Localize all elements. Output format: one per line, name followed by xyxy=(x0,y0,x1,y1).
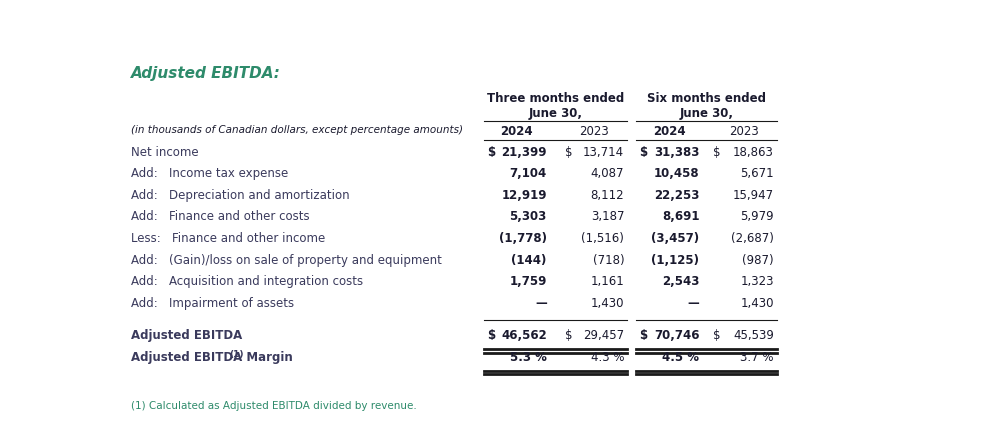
Text: 3.7 %: 3.7 % xyxy=(740,351,773,364)
Text: —: — xyxy=(687,297,699,310)
Text: 46,562: 46,562 xyxy=(501,329,546,342)
Text: 31,383: 31,383 xyxy=(653,146,699,159)
Text: 7,104: 7,104 xyxy=(509,167,546,180)
Text: (1): (1) xyxy=(229,350,244,359)
Text: (1,125): (1,125) xyxy=(651,254,699,267)
Text: Adjusted EBITDA:: Adjusted EBITDA: xyxy=(130,66,280,81)
Text: Adjusted EBITDA Margin: Adjusted EBITDA Margin xyxy=(130,351,296,364)
Text: Add:   Depreciation and amortization: Add: Depreciation and amortization xyxy=(130,189,349,202)
Text: $: $ xyxy=(713,329,720,342)
Text: 4.5 %: 4.5 % xyxy=(662,351,699,364)
Text: $: $ xyxy=(564,146,572,159)
Text: 1,430: 1,430 xyxy=(740,297,773,310)
Text: (in thousands of Canadian dollars, except percentage amounts): (in thousands of Canadian dollars, excep… xyxy=(130,125,462,135)
Text: 2,543: 2,543 xyxy=(661,275,699,288)
Text: (3,457): (3,457) xyxy=(651,232,699,245)
Text: (1,516): (1,516) xyxy=(580,232,623,245)
Text: 2024: 2024 xyxy=(652,125,685,138)
Text: 1,430: 1,430 xyxy=(590,297,623,310)
Text: 29,457: 29,457 xyxy=(582,329,623,342)
Text: Add:   Finance and other costs: Add: Finance and other costs xyxy=(130,210,309,223)
Text: (987): (987) xyxy=(742,254,773,267)
Text: Less:   Finance and other income: Less: Finance and other income xyxy=(130,232,324,245)
Text: (2,687): (2,687) xyxy=(731,232,773,245)
Text: Add:   Acquisition and integration costs: Add: Acquisition and integration costs xyxy=(130,275,363,288)
Text: 12,919: 12,919 xyxy=(501,189,546,202)
Text: Add:   Impairment of assets: Add: Impairment of assets xyxy=(130,297,293,310)
Text: (144): (144) xyxy=(511,254,546,267)
Text: 5,671: 5,671 xyxy=(740,167,773,180)
Text: 45,539: 45,539 xyxy=(733,329,773,342)
Text: (1) Calculated as Adjusted EBITDA divided by revenue.: (1) Calculated as Adjusted EBITDA divide… xyxy=(130,401,415,411)
Text: 8,112: 8,112 xyxy=(590,189,623,202)
Text: 13,714: 13,714 xyxy=(582,146,623,159)
Text: 1,323: 1,323 xyxy=(740,275,773,288)
Text: 5.3 %: 5.3 % xyxy=(509,351,546,364)
Text: 15,947: 15,947 xyxy=(732,189,773,202)
Text: 2023: 2023 xyxy=(579,125,608,138)
Text: 5,303: 5,303 xyxy=(509,210,546,223)
Text: $: $ xyxy=(638,146,646,159)
Text: Add:   (Gain)/loss on sale of property and equipment: Add: (Gain)/loss on sale of property and… xyxy=(130,254,441,267)
Text: Net income: Net income xyxy=(130,146,198,159)
Text: 21,399: 21,399 xyxy=(501,146,546,159)
Text: 70,746: 70,746 xyxy=(653,329,699,342)
Text: 5,979: 5,979 xyxy=(740,210,773,223)
Text: 2023: 2023 xyxy=(728,125,757,138)
Text: 18,863: 18,863 xyxy=(733,146,773,159)
Text: 8,691: 8,691 xyxy=(661,210,699,223)
Text: 22,253: 22,253 xyxy=(653,189,699,202)
Text: 2024: 2024 xyxy=(500,125,533,138)
Text: 4,087: 4,087 xyxy=(590,167,623,180)
Text: (1,778): (1,778) xyxy=(498,232,546,245)
Text: $: $ xyxy=(638,329,646,342)
Text: 1,161: 1,161 xyxy=(589,275,623,288)
Text: $: $ xyxy=(564,329,572,342)
Text: Adjusted EBITDA: Adjusted EBITDA xyxy=(130,329,242,342)
Text: $: $ xyxy=(487,329,495,342)
Text: 1,759: 1,759 xyxy=(509,275,546,288)
Text: 4.3 %: 4.3 % xyxy=(590,351,623,364)
Text: Three months ended
June 30,: Three months ended June 30, xyxy=(486,92,623,120)
Text: 3,187: 3,187 xyxy=(590,210,623,223)
Text: —: — xyxy=(535,297,546,310)
Text: $: $ xyxy=(713,146,720,159)
Text: $: $ xyxy=(487,146,495,159)
Text: (718): (718) xyxy=(592,254,623,267)
Text: 10,458: 10,458 xyxy=(653,167,699,180)
Text: Add:   Income tax expense: Add: Income tax expense xyxy=(130,167,287,180)
Text: Six months ended
June 30,: Six months ended June 30, xyxy=(646,92,765,120)
